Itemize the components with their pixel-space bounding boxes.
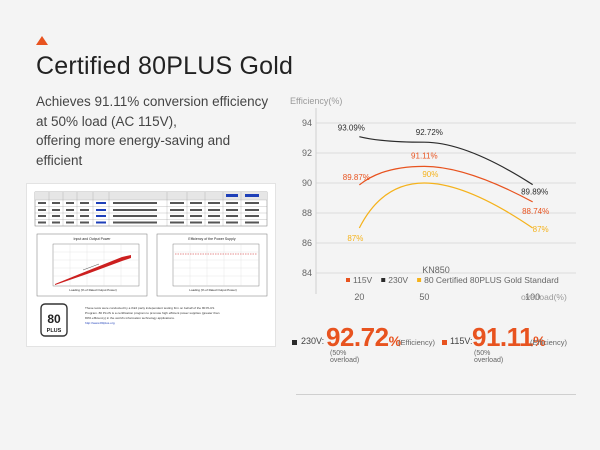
chart-series-line <box>359 136 533 186</box>
report-left-plot-frame <box>52 243 140 287</box>
metric-115v-bullet-icon <box>442 340 447 345</box>
chart-data-label: 89.89% <box>521 188 548 197</box>
accent-triangle-icon <box>36 36 48 45</box>
chart-y-tick-label: 94 <box>302 118 312 128</box>
report-left-plot-title: Input and Output Power <box>74 237 112 241</box>
report-note-line: Program. 80 PLUS is a certification prog… <box>85 311 220 315</box>
chart-series-line <box>358 165 533 203</box>
legend-swatch-icon <box>417 278 422 282</box>
metric-230v-value: 92.72% <box>326 322 401 353</box>
report-right-plot <box>156 233 268 297</box>
key-metrics: 230V: 92.72% (Efficiency) (50% overload)… <box>292 322 592 364</box>
metric-230v-sub: (50% overload) <box>330 350 360 364</box>
chart-y-tick-label: 86 <box>302 238 312 248</box>
chart-x-tick-label: 100 <box>525 292 540 302</box>
report-left-plot-xlabel: Loading (% of Rated Output Power) <box>69 288 117 292</box>
metric-230v-label: 230V: <box>301 336 325 346</box>
report-table-grid <box>35 192 267 226</box>
report-note-line: These tests were conducted by a third pa… <box>85 306 214 310</box>
metric-115v-sub: (50% overload) <box>474 350 504 364</box>
chart-series-line <box>358 182 534 229</box>
chart-data-label: 87% <box>347 234 363 243</box>
report-left-plot-band <box>55 255 131 285</box>
report-left-plot-pointer <box>82 263 100 271</box>
description-line: efficient <box>36 152 83 168</box>
metric-115v-number: 91.11 <box>472 322 534 352</box>
metric-230v-percent: % <box>388 333 401 349</box>
chart-data-label: 91.11% <box>411 151 438 160</box>
metric-115v-unit: (Efficiency) <box>530 338 567 347</box>
chart-x-tick-label: 20 <box>354 292 364 302</box>
report-table-header <box>35 192 267 200</box>
chart-data-label: 90% <box>422 170 438 179</box>
report-note-line: 80% efficiency) in the world's informati… <box>85 316 175 320</box>
report-left-plot <box>36 233 148 297</box>
chart-y-tick-label: 90 <box>302 178 312 188</box>
legend-swatch-icon <box>381 278 386 282</box>
badge-number: 80 <box>47 312 61 326</box>
report-table-highlight <box>96 194 259 224</box>
description: Achieves 91.11% conversion efficiency at… <box>36 92 286 170</box>
chart-ylabel: Efficiency(%) <box>290 96 342 106</box>
report-table-cells <box>38 202 259 224</box>
page-title: Certified 80PLUS Gold <box>36 52 294 80</box>
chart-data-label: 87% <box>533 225 549 234</box>
chart-x-tick-label: 50 <box>419 292 429 302</box>
report-right-plot-grid <box>173 244 259 286</box>
chart-grid: 84 86 88 90 92 94 <box>302 118 576 278</box>
description-line: Achieves 91.11% conversion efficiency <box>36 94 269 109</box>
legend-swatch-icon <box>346 278 350 282</box>
legend-entry: 115V <box>353 275 373 285</box>
chart-x-ticks: 20 50 100 <box>354 292 540 302</box>
metric-115v-percent: % <box>533 333 546 349</box>
metric-230v-bullet-icon <box>292 340 297 345</box>
description-line: at 50% load (AC 115V), <box>36 113 177 129</box>
80plus-badge-icon <box>40 303 68 337</box>
chart-legend: 115V 230V 80 Certified 80PLUS Gold Standar… <box>346 275 559 285</box>
legend-entry: 230V <box>388 275 408 285</box>
chart-data-label: 88.74% <box>522 207 549 216</box>
description-line: offering more energy-saving and <box>36 133 231 148</box>
divider <box>296 394 576 395</box>
chart-title: KN850 <box>422 265 450 275</box>
chart-data-label: 89.87% <box>343 173 370 182</box>
report-right-plot-frame <box>172 243 260 287</box>
report-sheet: Input and Output Power Loading (% of Rat… <box>34 191 268 337</box>
chart-data-labels: 89.87% 91.11% 88.74% 93.09% 92.72% 89.89% 87% 9… <box>338 124 549 243</box>
metric-230v-number: 92.72 <box>326 322 389 352</box>
badge-text: PLUS <box>47 328 62 334</box>
legend-entry: 80 Certified 80PLUS Gold Standard <box>424 275 559 285</box>
metric-230v-unit: (Efficiency) <box>398 338 435 347</box>
chart-series <box>358 136 534 229</box>
chart-y-tick-label: 84 <box>302 268 312 278</box>
certification-report-thumbnail: Input and Output Power Loading (% of Rat… <box>26 183 276 347</box>
metric-115v-value: 91.11% <box>472 322 546 353</box>
chart-data-label: 93.09% <box>338 124 365 133</box>
report-note-link[interactable]: http://www.80plus.org <box>85 321 115 325</box>
report-right-plot-xlabel: Loading (% of Rated Output Power) <box>189 288 237 292</box>
chart-xlabel: overload(%) <box>521 292 567 302</box>
chart-data-label: 92.72% <box>416 128 443 137</box>
report-right-plot-title: Efficiency of the Power Supply <box>188 237 235 241</box>
chart-y-tick-label: 88 <box>302 208 312 218</box>
chart-y-tick-label: 92 <box>302 148 312 158</box>
metric-115v-label: 115V: <box>450 336 473 346</box>
